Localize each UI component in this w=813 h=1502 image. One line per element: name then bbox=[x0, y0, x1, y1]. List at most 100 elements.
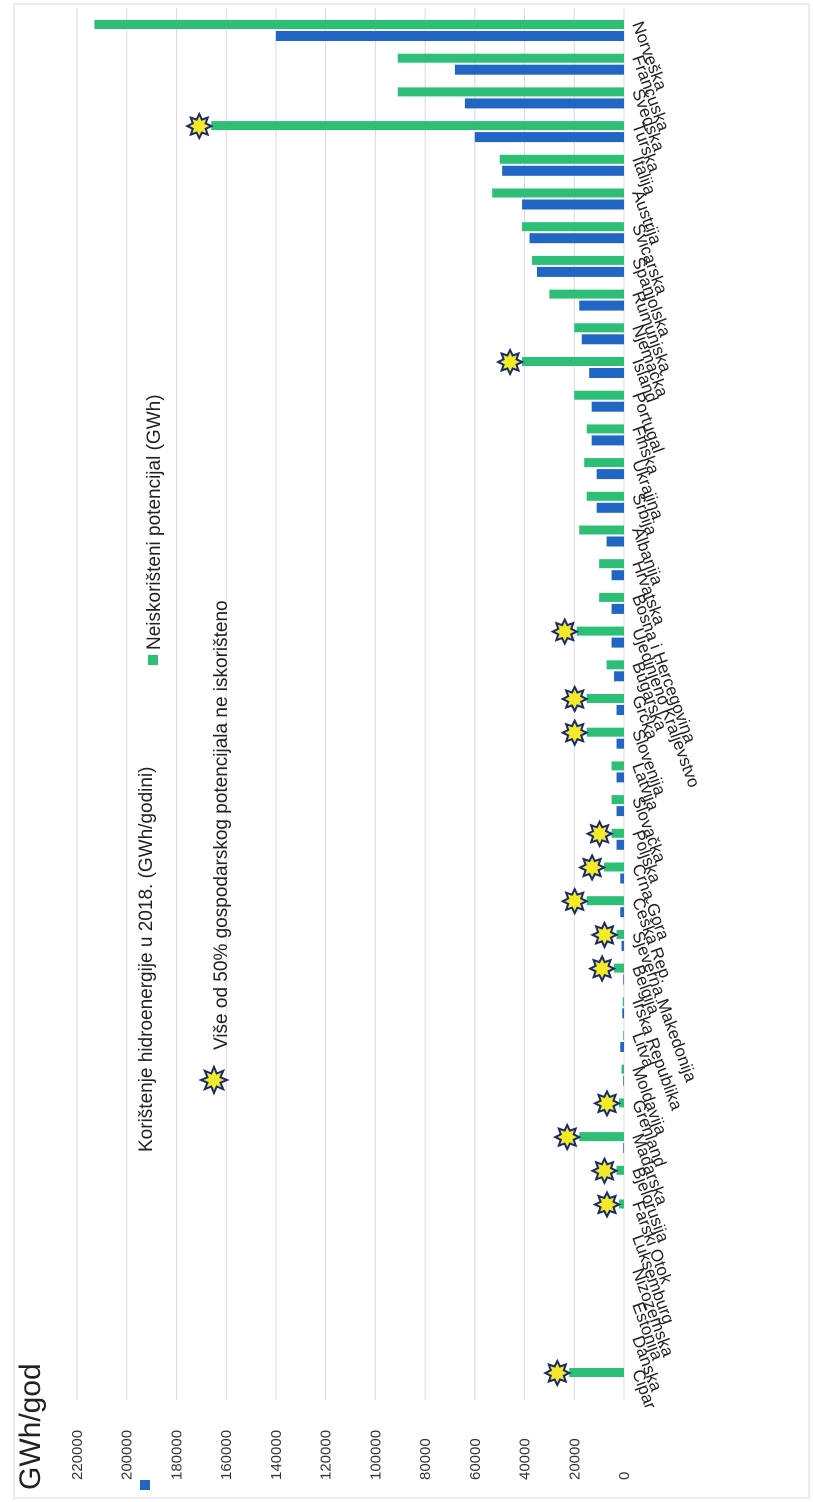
bar-unused bbox=[623, 1031, 624, 1040]
bar-unused bbox=[397, 87, 624, 97]
unit-label: GWh/god bbox=[14, 1363, 47, 1490]
bar-usage bbox=[620, 873, 624, 884]
bar-usage bbox=[522, 199, 624, 210]
marker-star-icon bbox=[592, 1089, 622, 1118]
y-tick-label: 20000 bbox=[566, 1438, 583, 1480]
legend-swatch-usage bbox=[140, 1480, 150, 1490]
y-tick-label: 0 bbox=[616, 1472, 633, 1480]
bar-unused bbox=[621, 1064, 624, 1074]
y-tick-label: 60000 bbox=[467, 1438, 484, 1480]
bar-usage bbox=[623, 1143, 624, 1154]
bar-unused bbox=[614, 963, 624, 973]
bar-unused bbox=[586, 491, 624, 501]
bar-usage bbox=[275, 31, 624, 41]
bar-usage bbox=[611, 570, 624, 581]
bar-unused bbox=[586, 694, 624, 703]
y-tick-label: 220000 bbox=[69, 1430, 86, 1480]
bar-unused bbox=[611, 795, 624, 805]
y-tick-label: 140000 bbox=[268, 1430, 285, 1480]
bar-usage bbox=[589, 368, 624, 378]
bar-unused bbox=[606, 660, 624, 670]
legend-star-icon bbox=[198, 1064, 230, 1096]
y-tick-label: 100000 bbox=[367, 1430, 384, 1480]
bar-unused bbox=[569, 1368, 624, 1377]
bar-unused bbox=[619, 1098, 624, 1108]
bar-unused bbox=[211, 121, 624, 131]
bar-unused bbox=[532, 255, 624, 265]
bar-unused bbox=[549, 289, 624, 299]
marker-star-icon bbox=[560, 684, 589, 714]
bar-unused bbox=[522, 357, 624, 366]
bar-unused bbox=[522, 222, 624, 232]
bar-unused bbox=[586, 727, 624, 737]
bar-usage bbox=[623, 1075, 624, 1086]
bar-unused bbox=[599, 592, 624, 602]
bar-usage bbox=[611, 637, 624, 648]
bar-unused bbox=[619, 1199, 624, 1209]
plot-frame bbox=[13, 3, 810, 1499]
marker-star-icon bbox=[185, 111, 214, 141]
bar-usage bbox=[464, 98, 624, 109]
y-axis-ticks: 0 20000 40000 60000 80000 100000 120000 140000 1… bbox=[69, 1430, 633, 1480]
bar-unused bbox=[611, 828, 624, 838]
legend-usage-label: Korištenje hidroenergije u 2018. (GWh/go… bbox=[136, 767, 157, 1153]
marker-star-icon bbox=[590, 920, 619, 950]
legend-unused-label: Neiskorišteni potencijal (GWh) bbox=[144, 394, 165, 650]
bar-unused bbox=[579, 525, 624, 535]
bar-unused bbox=[584, 458, 624, 468]
bar-usage bbox=[623, 974, 624, 985]
marker-star-icon bbox=[560, 718, 589, 747]
bar-unused bbox=[492, 188, 624, 198]
bar-unused bbox=[616, 929, 624, 939]
bar-usage bbox=[454, 64, 624, 75]
bar-usage bbox=[616, 772, 624, 783]
bar-unused bbox=[599, 559, 624, 569]
legend-swatch-unused bbox=[148, 655, 158, 665]
bar-usage bbox=[536, 266, 624, 277]
bars bbox=[94, 20, 625, 1377]
marker-star-icon bbox=[552, 1122, 582, 1152]
bar-usage bbox=[581, 334, 624, 345]
marker-star-icon bbox=[590, 1156, 619, 1186]
y-tick-label: 40000 bbox=[517, 1438, 534, 1480]
bar-unused bbox=[586, 424, 624, 434]
grid-lines bbox=[76, 8, 625, 1400]
bar-usage bbox=[606, 536, 624, 547]
y-tick-label: 160000 bbox=[218, 1430, 235, 1480]
bar-usage bbox=[616, 839, 624, 850]
y-tick-label: 80000 bbox=[417, 1438, 434, 1480]
bar-unused bbox=[579, 1132, 624, 1142]
bar-usage bbox=[474, 132, 624, 143]
bar-usage bbox=[596, 502, 624, 513]
legend: Korištenje hidroenergije u 2018. (GWh/go… bbox=[136, 394, 232, 1490]
bar-usage bbox=[616, 705, 624, 715]
bar-unused bbox=[397, 53, 624, 63]
bar-usage bbox=[611, 603, 624, 614]
bar-unused bbox=[611, 761, 624, 771]
bar-unused bbox=[499, 154, 624, 164]
marker-star-icon bbox=[577, 853, 607, 882]
bar-unused bbox=[586, 896, 624, 906]
bar-usage bbox=[591, 435, 624, 446]
bar-usage bbox=[591, 401, 624, 412]
bar-unused bbox=[574, 390, 624, 400]
marker-star-icon bbox=[585, 819, 614, 849]
bar-usage bbox=[616, 806, 624, 817]
bar-usage bbox=[621, 940, 624, 951]
marker-star-icon bbox=[550, 617, 580, 646]
category-labels: NorveškaFrancuskaŠvedskaTurskaItalijaAus… bbox=[628, 19, 703, 1412]
marker-star-icon bbox=[495, 347, 525, 377]
marker-star-icon bbox=[587, 954, 617, 983]
bar-unused bbox=[616, 1165, 624, 1175]
y-tick-label: 200000 bbox=[119, 1430, 136, 1480]
y-tick-label: 180000 bbox=[168, 1430, 185, 1480]
y-tick-label: 120000 bbox=[318, 1430, 335, 1480]
bar-usage bbox=[529, 233, 624, 244]
bar-usage bbox=[579, 300, 624, 311]
marker-star-icon bbox=[560, 886, 589, 916]
bar-usage bbox=[614, 671, 624, 682]
bar-usage bbox=[596, 469, 624, 480]
bar-unused bbox=[94, 20, 625, 29]
bar-unused bbox=[622, 997, 624, 1007]
